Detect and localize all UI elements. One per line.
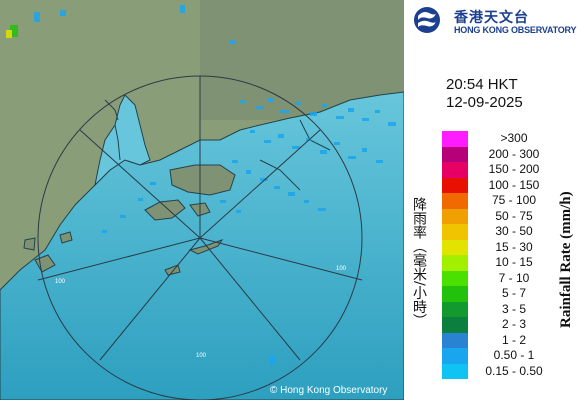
hong-kong-peninsula <box>169 164 236 196</box>
legend-swatch <box>442 224 468 240</box>
legend-panel: 香港天文台 HONG KONG OBSERVATORY 20:54 HKT 12… <box>404 0 577 400</box>
legend-swatch <box>442 177 468 193</box>
copyright-text: © Hong Kong Observatory <box>270 385 388 396</box>
radar-map[interactable]: 100 100 100 <box>0 0 404 400</box>
legend-title-zh: 降雨率（毫米/小時） <box>411 197 427 328</box>
legend-row: >300 <box>442 131 563 147</box>
legend-range-label: 0.50 - 1 <box>493 348 535 362</box>
legend-swatch <box>442 208 468 224</box>
legend-row: 75 - 100 <box>442 193 563 209</box>
legend-swatch <box>442 239 468 255</box>
legend-range-label: 75 - 100 <box>491 193 537 207</box>
legend-row: 3 - 5 <box>442 301 563 317</box>
radial-lines <box>37 76 363 361</box>
legend-range-label: 1 - 2 <box>501 332 526 347</box>
legend-row: 0.50 - 1 <box>442 348 563 364</box>
legend-range-label: 3 - 5 <box>501 301 526 316</box>
legend-row: 15 - 30 <box>442 239 563 255</box>
legend-row: 200 - 300 <box>442 146 563 162</box>
legend-range-label: 15 - 30 <box>495 239 533 254</box>
range-label-south: 100 <box>196 353 207 359</box>
range-label-west: 100 <box>55 279 66 285</box>
legend-swatch <box>442 255 468 271</box>
legend-row: 50 - 75 <box>442 208 563 224</box>
legend-swatch <box>442 193 468 209</box>
legend-row: 2 - 3 <box>442 317 563 333</box>
legend-range-label: 100 - 150 <box>488 177 540 192</box>
logo-name-en: HONG KONG OBSERVATORY <box>454 25 577 35</box>
radar-date: 12-09-2025 <box>446 94 523 111</box>
legend-swatch <box>442 270 468 286</box>
rain-echoes <box>6 5 396 365</box>
legend-swatch <box>442 146 468 162</box>
pearl-river-estuary <box>94 94 151 187</box>
legend-range-label: 2 - 3 <box>501 317 526 331</box>
observatory-logo-icon <box>414 7 440 33</box>
legend-swatch <box>442 162 468 178</box>
legend-swatch <box>442 301 468 317</box>
legend-range-label: 0.15 - 0.50 <box>485 363 543 378</box>
legend-title-en: Rainfall Rate (mm/h) <box>558 191 574 329</box>
legend-row: 5 - 7 <box>442 286 563 302</box>
legend-range-label: 10 - 15 <box>495 255 533 269</box>
legend-row: 10 - 15 <box>442 255 563 271</box>
legend-range-label: >300 <box>500 131 528 145</box>
legend-range-label: 150 - 200 <box>488 162 540 176</box>
rainfall-legend: >300 200 - 300 150 - 200 100 - 150 75 - 100 5… <box>442 131 563 379</box>
legend-swatch <box>442 363 468 379</box>
legend-swatch <box>442 348 468 364</box>
legend-row: 100 - 150 <box>442 177 563 193</box>
legend-row: 150 - 200 <box>442 162 563 178</box>
legend-swatch <box>442 317 468 333</box>
legend-row: 0.15 - 0.50 <box>442 363 563 379</box>
radar-time: 20:54 HKT <box>446 76 518 93</box>
legend-range-label: 7 - 10 <box>498 270 530 285</box>
legend-swatch <box>442 286 468 302</box>
legend-range-label: 30 - 50 <box>495 224 533 238</box>
legend-swatch <box>442 332 468 348</box>
legend-row: 7 - 10 <box>442 270 563 286</box>
legend-row: 1 - 2 <box>442 332 563 348</box>
legend-range-label: 200 - 300 <box>488 146 540 161</box>
legend-swatch <box>442 131 468 147</box>
legend-range-label: 5 - 7 <box>501 286 526 300</box>
legend-range-label: 50 - 75 <box>495 208 533 223</box>
legend-row: 30 - 50 <box>442 224 563 240</box>
range-label-east: 100 <box>336 266 347 272</box>
logo-name-zh: 香港天文台 <box>454 10 529 26</box>
